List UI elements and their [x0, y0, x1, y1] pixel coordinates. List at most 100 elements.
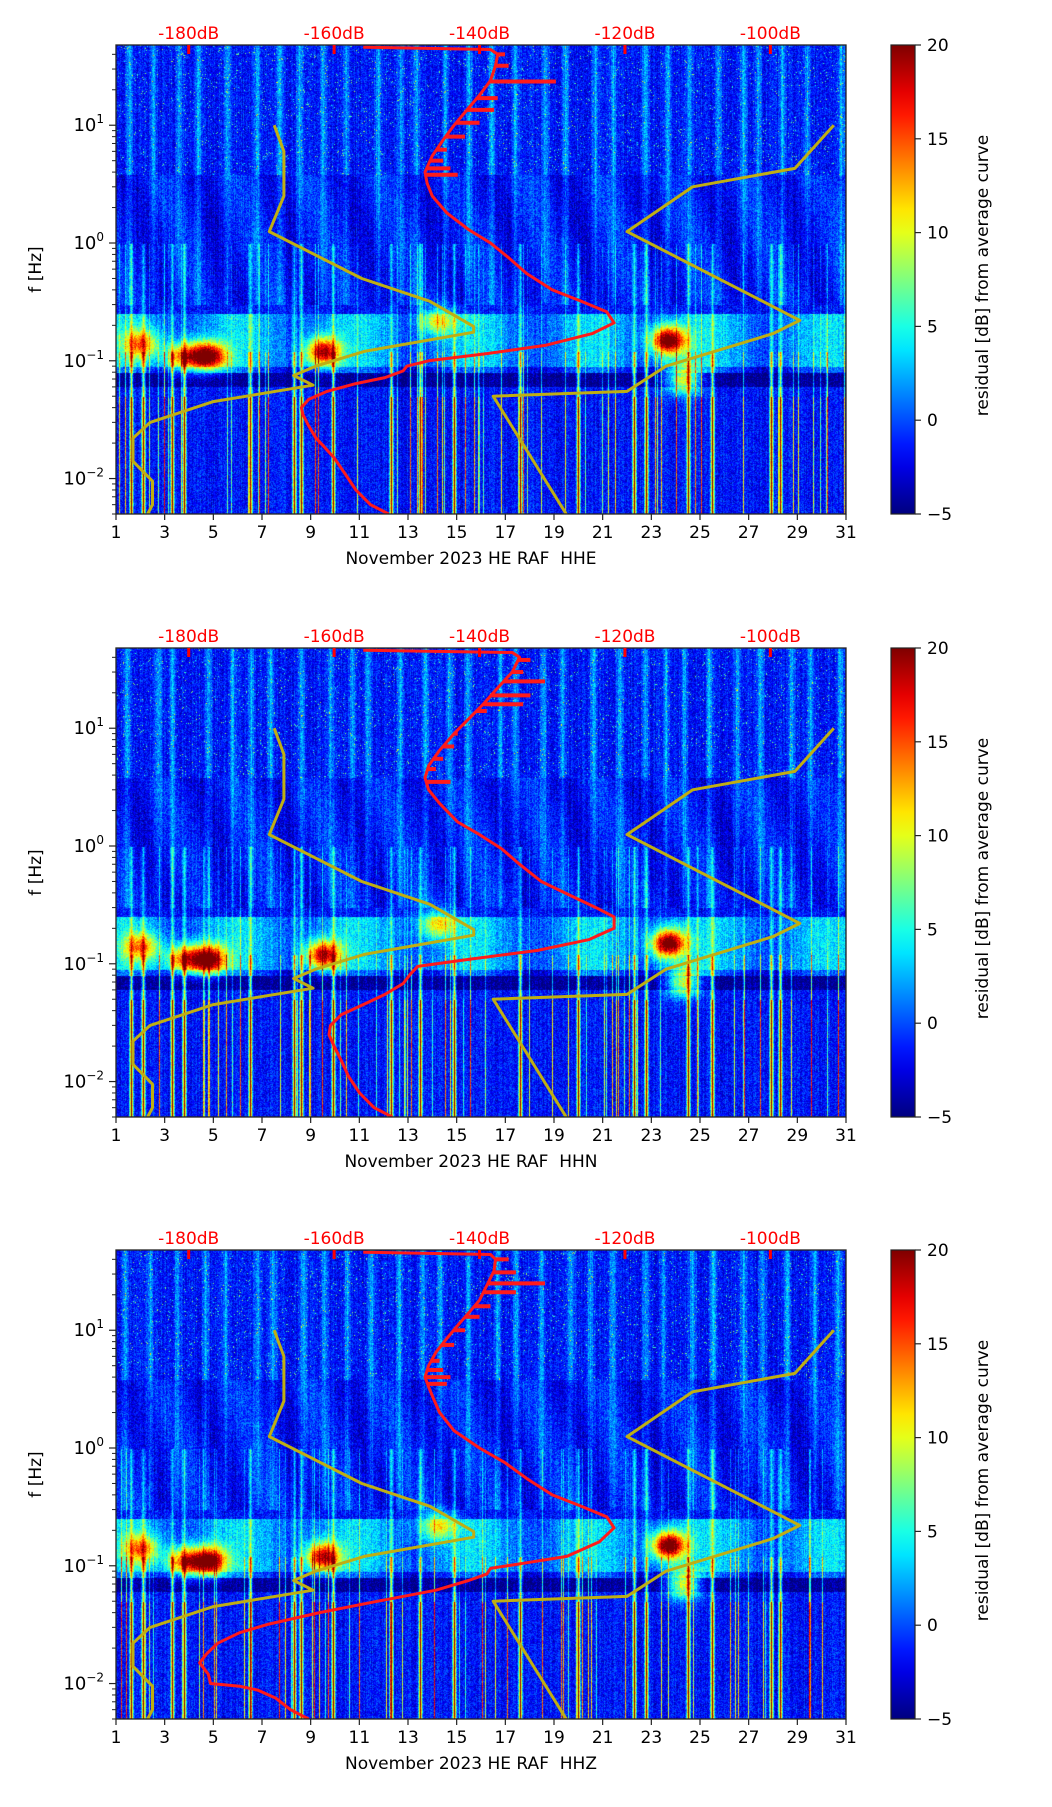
y-tick-base: 10 [73, 1438, 96, 1459]
colorbar-tick-label: 20 [927, 1241, 949, 1261]
colorbar [890, 44, 916, 515]
spectrogram-image [116, 1250, 846, 1719]
y-tick-exponent: −1 [86, 1553, 104, 1567]
plot-frame [115, 647, 847, 1118]
x-tick-label: 5 [208, 523, 219, 543]
db-tick-label: -100dB [740, 627, 801, 647]
colorbar-tick-label: 0 [927, 1014, 938, 1034]
db-tick-label: -160dB [304, 1229, 365, 1249]
y-axis-label: f [Hz] [26, 246, 46, 292]
low-noise-model-line [131, 124, 476, 514]
y-tick-base: 10 [63, 469, 86, 490]
colorbar-tick-label: −5 [927, 1710, 952, 1730]
y-axis-label: f [Hz] [26, 849, 46, 895]
y-tick-exponent: −2 [86, 1069, 104, 1083]
x-tick-label: 23 [641, 1728, 663, 1748]
colorbar [890, 647, 916, 1118]
y-tick-label: 100 [73, 230, 104, 254]
x-tick-label: 23 [641, 523, 663, 543]
spectrogram-panel-hhe: 1 3 5 7 9 11 13 15 17 19 21 23 25 27 29 31 November 2023… [0, 0, 1052, 602]
y-tick-base: 10 [63, 1674, 86, 1695]
x-tick-label: 9 [305, 1728, 316, 1748]
colorbar-label: residual [dB] from average curve [973, 1340, 993, 1621]
x-axis-label: November 2023 HE RAF HHE [345, 549, 596, 569]
x-tick-label: 9 [305, 1126, 316, 1146]
y-tick-base: 10 [73, 718, 96, 739]
y-tick-base: 10 [73, 836, 96, 857]
x-tick-label: 15 [446, 523, 468, 543]
x-tick-label: 23 [641, 1126, 663, 1146]
x-tick-label: 27 [738, 1728, 760, 1748]
y-tick-exponent: −2 [86, 1671, 104, 1685]
x-tick-label: 17 [495, 523, 517, 543]
x-axis-label: November 2023 HE RAF HHN [344, 1152, 597, 1172]
db-tick-label: -140dB [449, 1229, 510, 1249]
y-tick-label: 101 [73, 715, 104, 739]
colorbar-tick-label: 15 [927, 1335, 949, 1355]
db-tick-label: -160dB [304, 24, 365, 44]
low-noise-model-line [131, 727, 476, 1117]
x-tick-label: 29 [787, 523, 809, 543]
colorbar-tick-label: 5 [927, 920, 938, 940]
x-tick-label: 29 [787, 1728, 809, 1748]
y-tick-base: 10 [63, 1556, 86, 1577]
x-tick-label: 15 [446, 1126, 468, 1146]
colorbar-tick-label: 20 [927, 36, 949, 56]
y-tick-base: 10 [63, 954, 86, 975]
average-PSD-curve-line [299, 45, 616, 514]
y-tick-base: 10 [63, 1072, 86, 1093]
x-tick-label: 7 [257, 523, 268, 543]
y-tick-label: 101 [73, 1317, 104, 1341]
x-tick-label: 21 [592, 1126, 614, 1146]
x-tick-label: 25 [689, 1728, 711, 1748]
db-tick-label: -100dB [740, 1229, 801, 1249]
y-tick-base: 10 [73, 1320, 96, 1341]
spectrogram-panel-hhz: 1 3 5 7 9 11 13 15 17 19 21 23 25 27 29 31 November 2023… [0, 1205, 1052, 1807]
x-tick-label: 21 [592, 523, 614, 543]
x-tick-label: 11 [349, 1126, 371, 1146]
x-tick-label: 1 [111, 1728, 122, 1748]
x-tick-label: 19 [543, 523, 565, 543]
db-tick-label: -180dB [158, 24, 219, 44]
x-tick-label: 5 [208, 1126, 219, 1146]
high-noise-model-line [491, 1329, 835, 1719]
colorbar-tick-label: 10 [927, 1429, 949, 1449]
x-tick-label: 19 [543, 1126, 565, 1146]
x-tick-label: 19 [543, 1728, 565, 1748]
db-tick-label: -160dB [304, 627, 365, 647]
colorbar [890, 1249, 916, 1720]
db-tick-label: -180dB [158, 627, 219, 647]
low-noise-model-line [131, 1329, 476, 1719]
y-tick-label: 100 [73, 833, 104, 857]
y-tick-exponent: −1 [86, 348, 104, 362]
y-tick-exponent: 1 [96, 112, 104, 126]
y-tick-exponent: 1 [96, 1317, 104, 1331]
x-tick-label: 7 [257, 1728, 268, 1748]
x-tick-label: 15 [446, 1728, 468, 1748]
y-tick-label: 10−1 [63, 348, 104, 372]
colorbar-tick-label: 20 [927, 639, 949, 659]
colorbar-tick-label: 15 [927, 733, 949, 753]
x-tick-label: 3 [159, 1728, 170, 1748]
y-tick-base: 10 [63, 351, 86, 372]
x-tick-label: 27 [738, 1126, 760, 1146]
x-tick-label: 25 [689, 1126, 711, 1146]
colorbar-tick-label: −5 [927, 1108, 952, 1128]
colorbar-tick-label: 5 [927, 1522, 938, 1542]
y-tick-exponent: 1 [96, 715, 104, 729]
x-tick-label: 1 [111, 1126, 122, 1146]
colorbar-tick-label: 5 [927, 317, 938, 337]
db-tick-label: -120dB [594, 1229, 655, 1249]
db-tick-label: -140dB [449, 627, 510, 647]
spectrogram-image [116, 648, 846, 1117]
y-tick-exponent: 0 [96, 1435, 104, 1449]
x-tick-label: 31 [835, 1126, 857, 1146]
x-tick-label: 13 [397, 523, 419, 543]
colorbar-tick-label: 0 [927, 1616, 938, 1636]
x-tick-label: 31 [835, 523, 857, 543]
colorbar-label: residual [dB] from average curve [973, 738, 993, 1019]
spectrogram-panel-hhn: 1 3 5 7 9 11 13 15 17 19 21 23 25 27 29 31 November 2023… [0, 603, 1052, 1205]
y-axis-label: f [Hz] [26, 1451, 46, 1497]
y-tick-base: 10 [73, 233, 96, 254]
